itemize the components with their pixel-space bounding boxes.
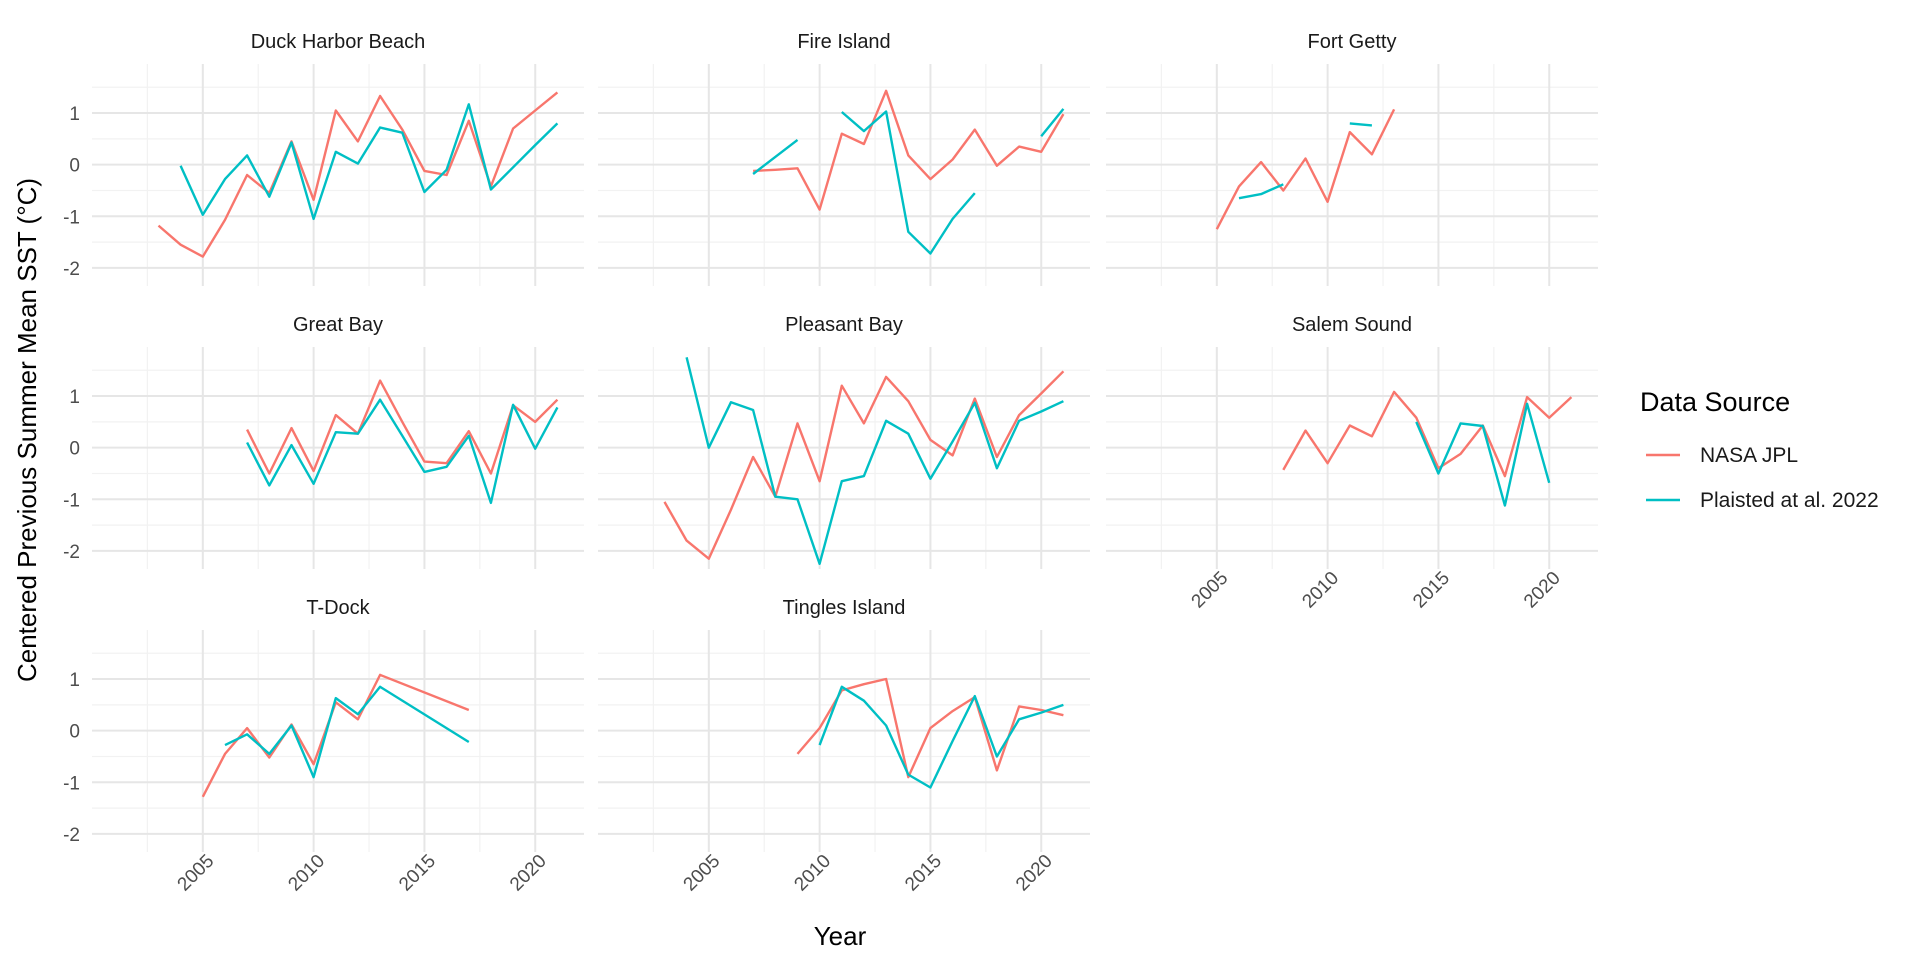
legend: Data Source NASA JPL Plaisted at al. 202… [1640,387,1879,512]
panel-tingles-island: Tingles Island 2005 2010 2015 2020 [598,597,1090,895]
series-line-plaisted-at-al-2022 [224,685,470,779]
y-tick-label: 1 [69,387,80,408]
x-tick-label: 2010 [790,851,835,896]
panel-title: Tingles Island [783,597,906,619]
y-tick-label: -2 [63,259,80,280]
y-tick-label: 0 [69,156,80,177]
y-tick-label: -1 [63,207,80,228]
panel-salem-sound: Salem Sound 2005 2010 2015 2020 [1106,314,1598,612]
panel-title: Fire Island [797,31,890,53]
x-axis-title: Year [814,921,867,951]
series-line-nasa-jpl [663,370,1065,560]
series-line-nasa-jpl [1215,108,1396,230]
panel-t-dock: T-Dock -2 -1 0 1 2005 2010 2015 2020 [63,597,584,895]
series-line-plaisted-at-al-2022 [179,103,559,221]
series-line-plaisted-at-al-2022 [818,685,1064,789]
y-tick-label: -2 [63,825,80,846]
panel-title: Fort Getty [1308,31,1397,53]
x-tick-label: 2005 [680,851,725,896]
panel-title: Great Bay [293,314,383,336]
panel-title: T-Dock [306,597,370,619]
panel-fort-getty: Fort Getty [1106,31,1598,286]
panel-duck-harbor-beach: Duck Harbor Beach -2 -1 0 1 [63,31,584,286]
y-tick-label: -1 [63,490,80,511]
series-line-nasa-jpl [157,91,559,258]
series-line-plaisted-at-al-2022 [1238,122,1373,200]
panel-title: Duck Harbor Beach [251,31,426,53]
series-line-plaisted-at-al-2022 [1415,402,1551,507]
y-tick-label: 1 [69,104,80,125]
x-tick-label: 2020 [506,851,551,896]
x-tick-label: 2010 [284,851,329,896]
panel-fire-island: Fire Island [598,31,1090,286]
legend-label-nasa-jpl: NASA JPL [1700,444,1798,467]
series-line-nasa-jpl [246,379,559,475]
x-tick-label: 2020 [1012,851,1057,896]
y-axis-title: Centered Previous Summer Mean SST (°C) [12,178,42,682]
panels-layer: Duck Harbor Beach -2 -1 0 1 Fire Island Fort G… [63,31,1598,895]
legend-label-plaisted: Plaisted at al. 2022 [1700,489,1879,512]
series-line-plaisted-at-al-2022 [752,108,1065,255]
series-line-nasa-jpl [1282,390,1573,478]
panel-pleasant-bay: Pleasant Bay [598,314,1090,569]
panel-great-bay: Great Bay -2 -1 0 1 [63,314,584,569]
series-line-plaisted-at-al-2022 [685,357,1064,565]
y-tick-label: 0 [69,439,80,460]
x-tick-label: 2020 [1520,568,1565,613]
x-tick-label: 2015 [395,851,440,896]
y-tick-label: -1 [63,773,80,794]
y-tick-label: 0 [69,722,80,743]
x-tick-label: 2010 [1298,568,1343,613]
y-tick-label: 1 [69,670,80,691]
series-line-plaisted-at-al-2022 [246,398,559,505]
legend-title: Data Source [1640,387,1790,417]
panel-title: Salem Sound [1292,314,1412,336]
x-tick-label: 2015 [901,851,946,896]
x-tick-label: 2015 [1409,568,1454,613]
x-tick-label: 2005 [174,851,219,896]
series-line-nasa-jpl [796,677,1064,779]
y-tick-label: -2 [63,542,80,563]
series-line-nasa-jpl [753,89,1065,211]
x-tick-label: 2005 [1188,568,1233,613]
panel-title: Pleasant Bay [785,314,903,336]
